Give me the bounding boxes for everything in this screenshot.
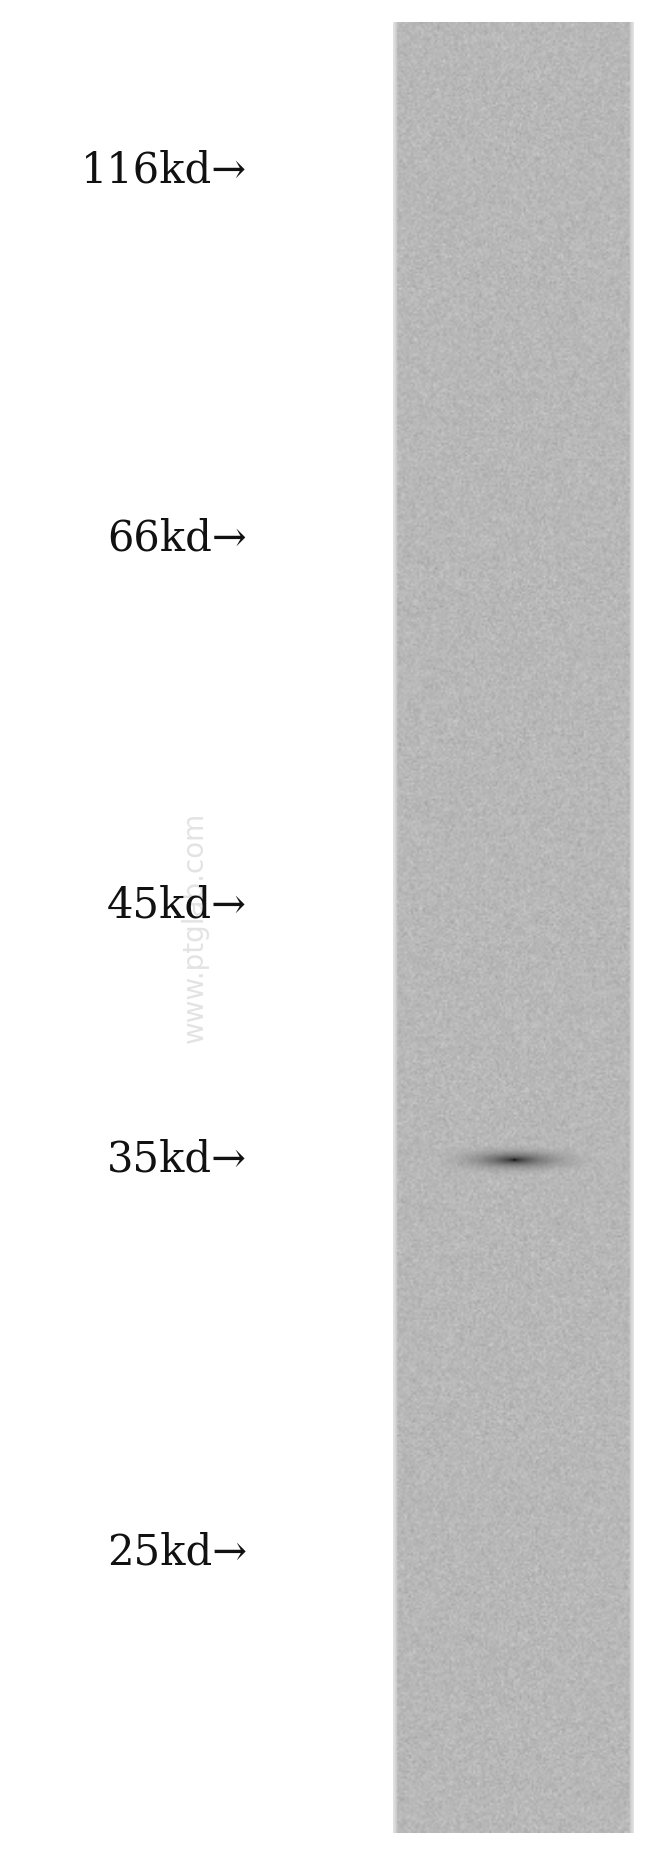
Text: 45kd→: 45kd→ [107, 885, 247, 928]
Text: www.ptglab.com: www.ptglab.com [181, 812, 209, 1043]
Text: 66kd→: 66kd→ [107, 518, 247, 558]
Text: 25kd→: 25kd→ [107, 1530, 247, 1573]
Text: 35kd→: 35kd→ [107, 1139, 247, 1180]
Text: 116kd→: 116kd→ [81, 150, 247, 191]
